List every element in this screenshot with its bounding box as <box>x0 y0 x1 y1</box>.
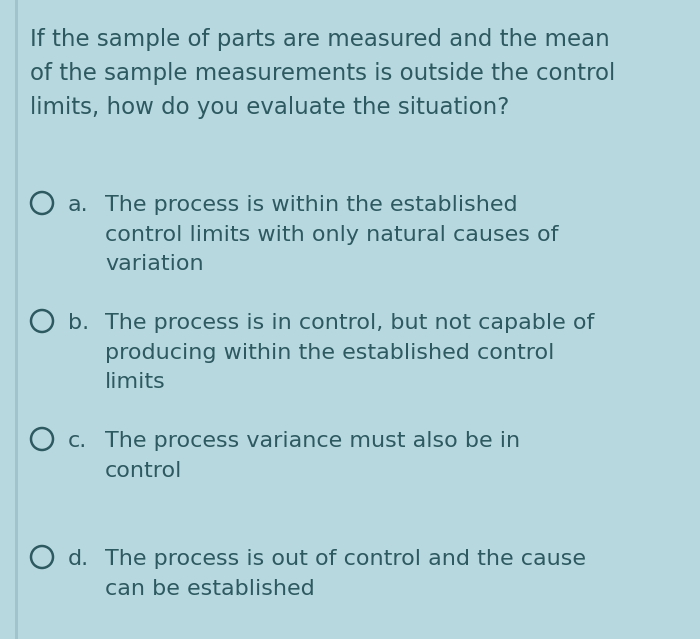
Text: The process variance must also be in
control: The process variance must also be in con… <box>105 431 520 481</box>
Text: b.: b. <box>68 313 89 333</box>
Text: The process is within the established
control limits with only natural causes of: The process is within the established co… <box>105 195 559 274</box>
Text: a.: a. <box>68 195 89 215</box>
Text: The process is out of control and the cause
can be established: The process is out of control and the ca… <box>105 549 586 599</box>
Text: c.: c. <box>68 431 88 451</box>
Text: The process is in control, but not capable of
producing within the established c: The process is in control, but not capab… <box>105 313 594 392</box>
Text: d.: d. <box>68 549 89 569</box>
Bar <box>15 0 18 639</box>
Text: If the sample of parts are measured and the mean
of the sample measurements is o: If the sample of parts are measured and … <box>30 28 615 119</box>
